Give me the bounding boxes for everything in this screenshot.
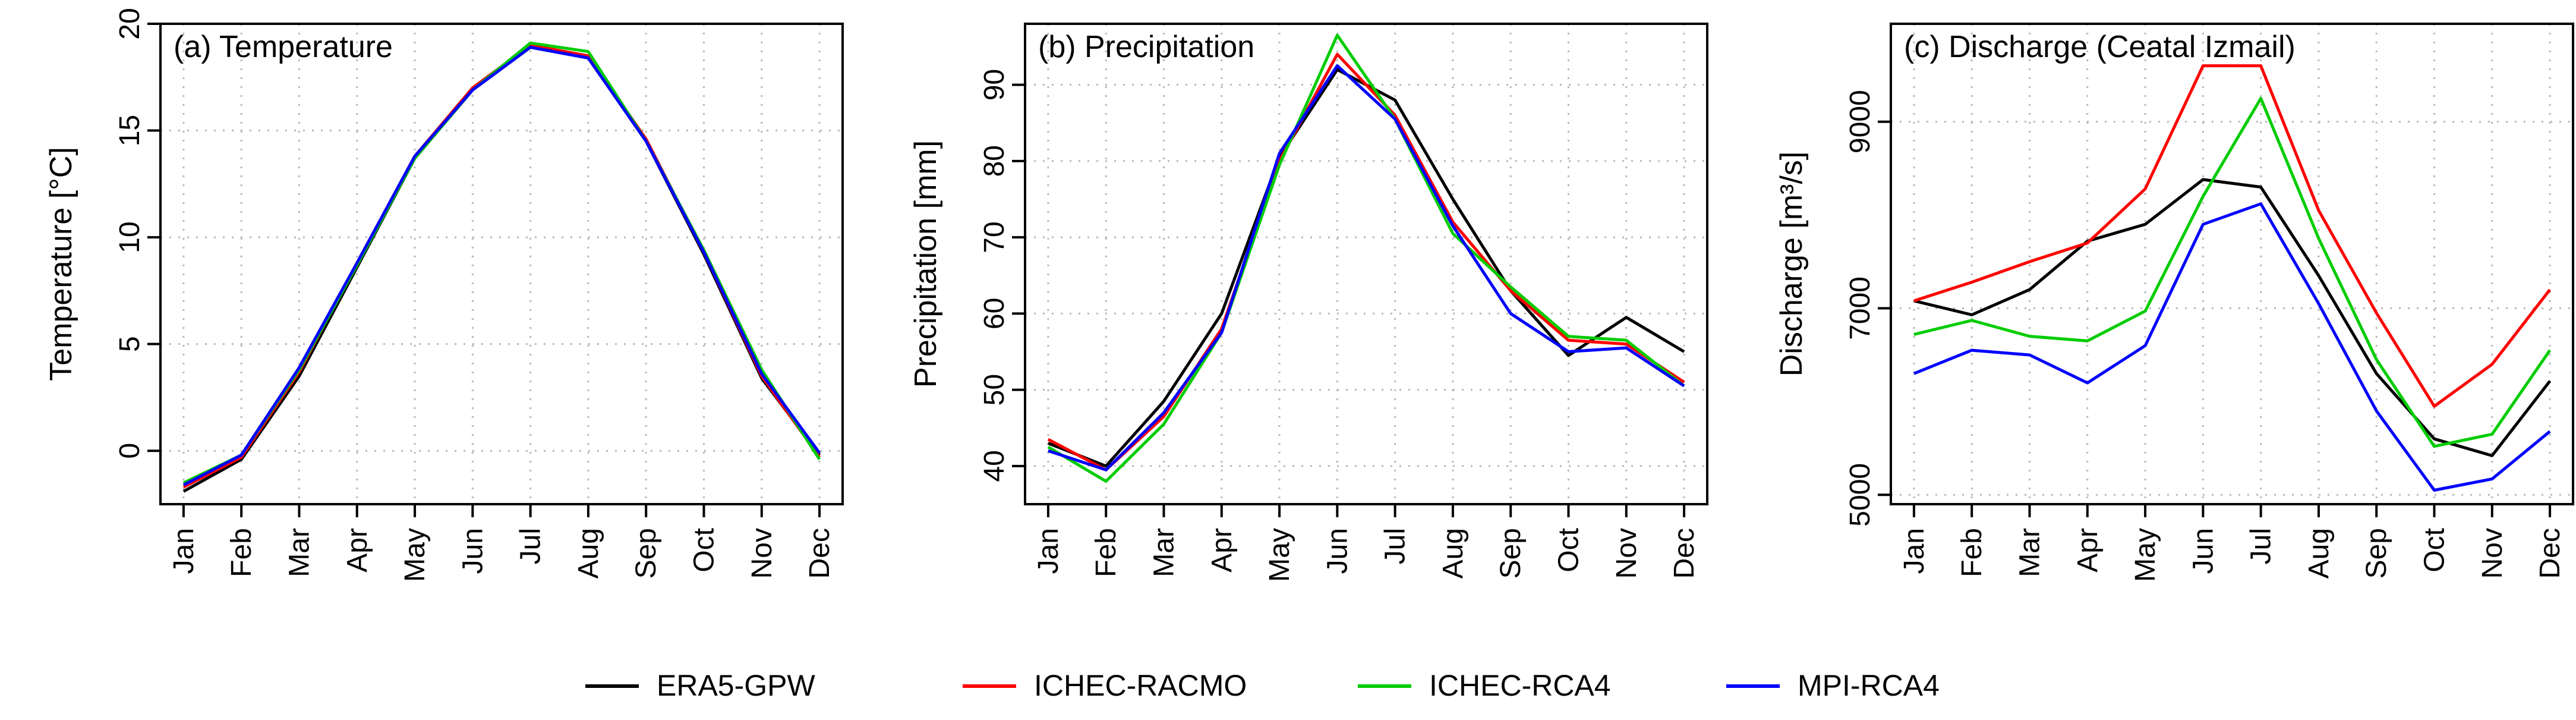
plot-frame	[1024, 23, 1708, 505]
legend-label: ICHEC-RACMO	[1034, 669, 1247, 702]
x-tick-label: Nov	[2477, 528, 2508, 578]
x-tick-label: Nov	[746, 528, 778, 578]
x-tick-label: Feb	[1090, 528, 1122, 577]
chart-panel-1: Jan Feb Mar Apr May Jun Jul Aug Sep Oct Nov Dec 40 50…	[909, 23, 1708, 582]
x-tick-label: May	[1264, 528, 1295, 582]
x-tick-label: Feb	[1956, 528, 1988, 577]
x-tick-label: May	[2130, 528, 2161, 582]
series-line-era5-gpw	[1047, 68, 1685, 468]
x-tick-label: Sep	[630, 528, 662, 578]
y-tick-label: 0	[114, 443, 146, 459]
x-tick-label: Apr	[342, 528, 373, 573]
x-tick-label: Jun	[2187, 528, 2219, 574]
y-tick-label: 10	[114, 221, 146, 253]
legend-label: ERA5-GPW	[657, 669, 816, 702]
y-tick-label: 5000	[1844, 463, 1876, 527]
y-tick-label: 20	[114, 8, 146, 39]
x-tick-label: Oct	[2419, 528, 2451, 573]
series-line-era5-gpw	[182, 46, 821, 493]
y-tick-label: 60	[979, 298, 1010, 329]
grid	[1025, 24, 1707, 504]
x-tick-label: Aug	[573, 528, 604, 578]
x-tick-label: Feb	[226, 528, 257, 577]
x-tick-label: Dec	[1669, 528, 1700, 578]
x-tick-label: Jul	[1380, 528, 1411, 564]
panel-title: (c) Discharge (Ceatal Izmail)	[1904, 30, 2296, 64]
x-tick-label: Apr	[2072, 528, 2104, 573]
y-tick-label: 50	[979, 374, 1010, 405]
x-tick-label: Apr	[1206, 528, 1238, 573]
x-tick-label: Oct	[689, 528, 720, 573]
legend-label: ICHEC-RCA4	[1429, 669, 1611, 702]
y-tick-label: 40	[979, 450, 1010, 482]
legend-label: MPI-RCA4	[1798, 669, 1940, 702]
x-tick-label: Jan	[1033, 528, 1064, 574]
x-tick-label: Jun	[457, 528, 488, 574]
chart-panel-2: Jan Feb Mar Apr May Jun Jul Aug Sep Oct Nov Dec 5000…	[1774, 23, 2574, 582]
x-tick-label: Jun	[1322, 528, 1353, 574]
x-tick-label: Mar	[2014, 528, 2045, 577]
y-tick-label: 15	[114, 115, 146, 146]
series-line-mpi-rca4	[1048, 64, 1685, 471]
series-line-ichec-racmo	[1913, 64, 2552, 408]
x-tick-label: Aug	[1437, 528, 1469, 578]
x-tick-label: Jan	[1899, 528, 1930, 574]
x-tick-label: Dec	[804, 528, 835, 578]
x-tick-label: Dec	[2534, 528, 2566, 578]
grid	[160, 23, 843, 504]
series-line-ichec-racmo	[1047, 52, 1685, 471]
y-tick-label: 9000	[1844, 90, 1876, 153]
y-tick-label: 80	[979, 145, 1010, 177]
legend: ERA5-GPW ICHEC-RACMO ICHEC-RCA4 MPI-RCA4	[585, 669, 1940, 702]
x-tick-label: Jan	[168, 528, 200, 574]
legend-item-era5-gpw: ERA5-GPW	[585, 669, 816, 702]
series-line-mpi-rca4	[182, 46, 821, 486]
legend-item-ichec-racmo: ICHEC-RACMO	[963, 669, 1247, 702]
plot-frame	[1890, 23, 2574, 505]
series-line-ichec-rca4	[1047, 33, 1685, 483]
y-tick-label: 90	[979, 69, 1010, 100]
panel-title: (a) Temperature	[174, 30, 393, 64]
x-tick-label: Jul	[2246, 528, 2277, 564]
x-tick-label: Mar	[283, 528, 315, 577]
y-axis-title: Temperature [°C]	[44, 147, 78, 381]
panel-title: (b) Precipitation	[1038, 30, 1254, 64]
y-tick-label: 7000	[1844, 276, 1876, 340]
series-line-ichec-rca4	[1913, 97, 2552, 448]
legend-item-ichec-rca4: ICHEC-RCA4	[1358, 669, 1611, 702]
y-axis-title: Precipitation [mm]	[909, 140, 943, 388]
x-tick-label: Aug	[2303, 528, 2335, 578]
y-tick-label: 70	[979, 221, 1010, 253]
x-tick-label: Jul	[515, 528, 547, 564]
x-tick-label: Sep	[2361, 528, 2392, 578]
grid	[1891, 24, 2573, 504]
chart-panels: Jan Feb Mar Apr May Jun Jul Aug Sep Oct Nov Dec 0 5 10…	[44, 8, 2574, 582]
x-tick-label: Nov	[1611, 528, 1642, 578]
x-tick-label: Oct	[1553, 528, 1585, 573]
y-tick-label: 5	[114, 336, 146, 352]
chart-panel-0: Jan Feb Mar Apr May Jun Jul Aug Sep Oct Nov Dec 0 5 10…	[44, 8, 844, 582]
series-line-ichec-rca4	[182, 41, 821, 485]
x-tick-label: Mar	[1148, 528, 1180, 577]
plot-frame	[159, 23, 844, 505]
series-line-mpi-rca4	[1913, 202, 2551, 492]
x-tick-label: May	[399, 528, 431, 582]
legend-item-mpi-rca4: MPI-RCA4	[1726, 669, 1940, 702]
series-line-ichec-racmo	[182, 43, 821, 489]
series-line-era5-gpw	[1913, 178, 2552, 457]
y-axis-title: Discharge [m³/s]	[1774, 152, 1809, 377]
x-tick-label: Sep	[1495, 528, 1527, 578]
